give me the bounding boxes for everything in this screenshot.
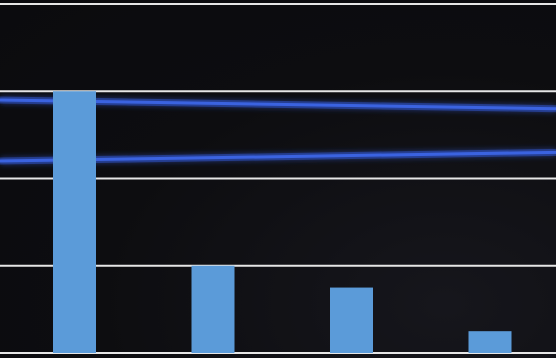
- bar-2: [191, 265, 235, 353]
- bar-1: [53, 91, 96, 353]
- bar-4: [468, 331, 512, 353]
- bars: [53, 91, 512, 353]
- bar-3: [330, 287, 373, 353]
